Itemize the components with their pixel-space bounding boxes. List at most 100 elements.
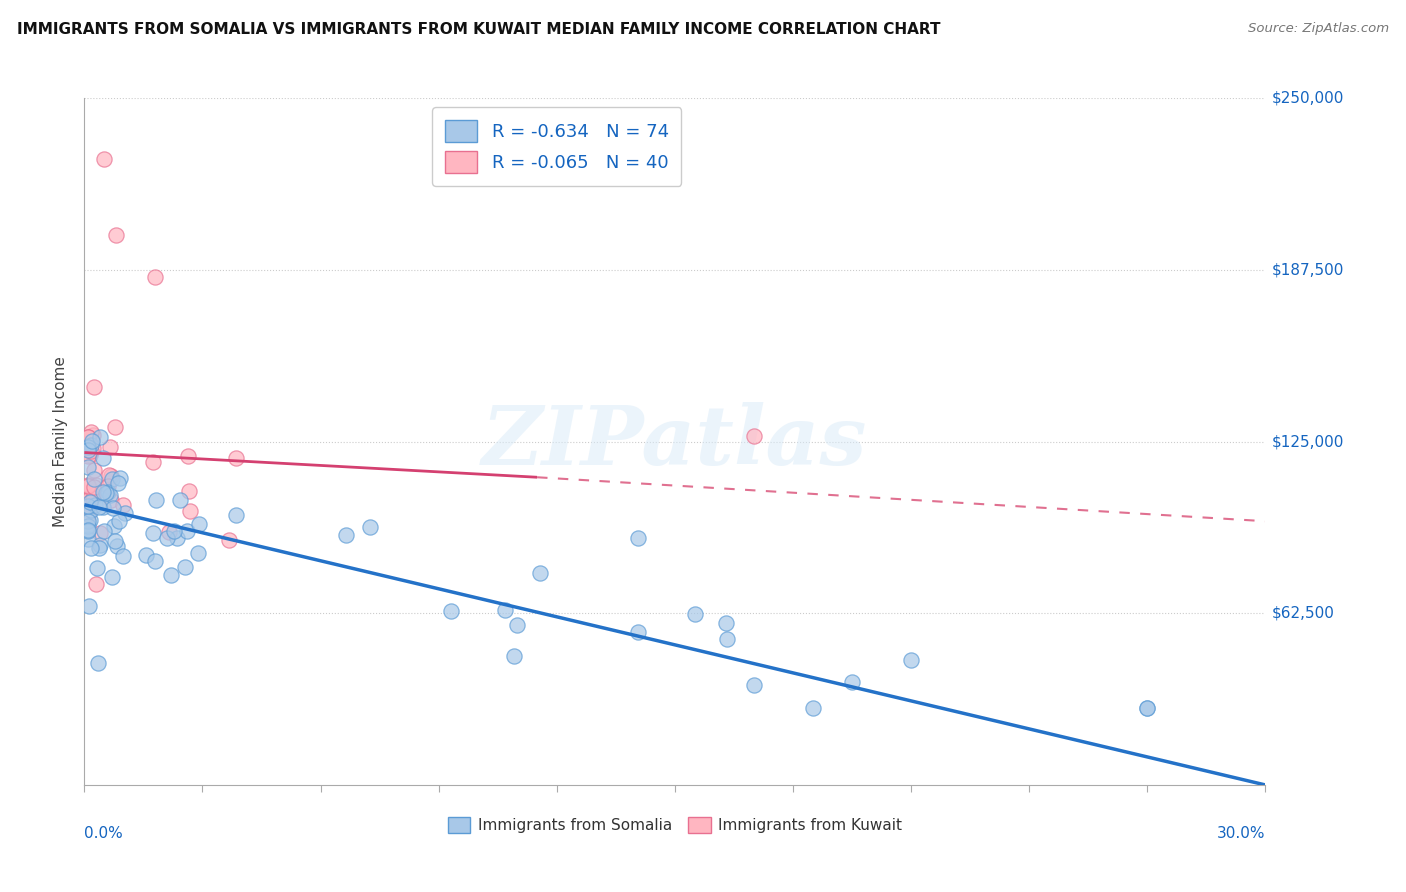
Point	[77, 478, 100, 492]
Point	[335, 528, 357, 542]
Point	[100, 469, 122, 483]
Point	[77, 492, 100, 507]
Point	[84, 478, 107, 492]
Point	[359, 520, 381, 534]
Point	[157, 524, 180, 539]
Point	[142, 455, 165, 469]
Point	[82, 488, 104, 502]
Point	[80, 438, 103, 452]
Point	[77, 524, 100, 539]
Point	[100, 493, 122, 508]
Point	[82, 491, 104, 505]
Point	[80, 425, 103, 439]
Point	[80, 541, 103, 555]
Point	[77, 514, 100, 528]
Point	[101, 570, 124, 584]
Point	[716, 632, 738, 647]
Point	[83, 472, 105, 486]
Point	[86, 576, 108, 591]
Point	[98, 488, 121, 502]
Point	[79, 448, 101, 462]
Point	[174, 559, 197, 574]
Text: ZIPatlas: ZIPatlas	[482, 401, 868, 482]
Text: $250,000: $250,000	[1271, 91, 1344, 105]
Point	[77, 599, 100, 613]
Point	[1136, 701, 1159, 715]
Point	[503, 649, 526, 664]
Point	[91, 484, 114, 499]
Text: Source: ZipAtlas.com: Source: ZipAtlas.com	[1249, 22, 1389, 36]
Point	[77, 532, 100, 546]
Point	[82, 427, 104, 442]
Point	[83, 499, 105, 513]
Point	[77, 459, 100, 474]
Point	[93, 524, 115, 539]
Point	[77, 496, 100, 510]
Point	[494, 603, 516, 617]
Point	[80, 503, 103, 517]
Point	[89, 541, 111, 555]
Point	[143, 269, 166, 284]
Point	[77, 479, 100, 493]
Text: $62,500: $62,500	[1271, 606, 1334, 621]
Text: 30.0%: 30.0%	[1218, 826, 1265, 841]
Point	[89, 430, 111, 444]
Point	[742, 678, 765, 692]
Point	[104, 533, 127, 548]
Point	[77, 442, 100, 457]
Point	[163, 524, 186, 539]
Point	[627, 624, 650, 639]
Point	[142, 526, 165, 541]
Text: $125,000: $125,000	[1271, 434, 1344, 449]
Point	[101, 500, 124, 515]
Point	[440, 604, 463, 618]
Point	[801, 701, 824, 715]
Point	[93, 500, 115, 514]
Point	[77, 440, 100, 454]
Point	[98, 440, 121, 454]
Point	[177, 449, 200, 463]
Point	[103, 420, 125, 434]
Point	[83, 480, 105, 494]
Point	[89, 526, 111, 541]
Point	[683, 607, 706, 622]
Point	[103, 519, 125, 533]
Point	[107, 476, 129, 491]
Point	[77, 430, 100, 444]
Point	[900, 653, 922, 667]
Text: 0.0%: 0.0%	[84, 826, 124, 841]
Point	[77, 442, 100, 457]
Point	[77, 499, 100, 513]
Point	[1136, 701, 1159, 715]
Point	[77, 524, 100, 538]
Point	[145, 553, 167, 567]
Legend: Immigrants from Somalia, Immigrants from Kuwait: Immigrants from Somalia, Immigrants from…	[441, 811, 908, 839]
Point	[188, 517, 211, 532]
Point	[98, 468, 121, 483]
Point	[86, 561, 108, 575]
Point	[93, 152, 115, 166]
Point	[82, 441, 104, 455]
Point	[77, 450, 100, 464]
Text: $187,500: $187,500	[1271, 262, 1344, 277]
Point	[225, 450, 247, 465]
Point	[742, 429, 765, 443]
Point	[218, 533, 240, 547]
Point	[179, 483, 201, 498]
Point	[104, 228, 127, 243]
Point	[77, 519, 100, 533]
Point	[166, 531, 188, 545]
Y-axis label: Median Family Income: Median Family Income	[53, 356, 69, 527]
Point	[89, 538, 111, 552]
Point	[627, 531, 650, 545]
Point	[83, 379, 105, 393]
Point	[105, 539, 128, 553]
Point	[111, 498, 134, 512]
Point	[716, 616, 738, 631]
Point	[225, 508, 247, 522]
Point	[79, 495, 101, 509]
Point	[176, 524, 198, 538]
Text: IMMIGRANTS FROM SOMALIA VS IMMIGRANTS FROM KUWAIT MEDIAN FAMILY INCOME CORRELATI: IMMIGRANTS FROM SOMALIA VS IMMIGRANTS FR…	[17, 22, 941, 37]
Point	[79, 490, 101, 504]
Point	[94, 485, 117, 500]
